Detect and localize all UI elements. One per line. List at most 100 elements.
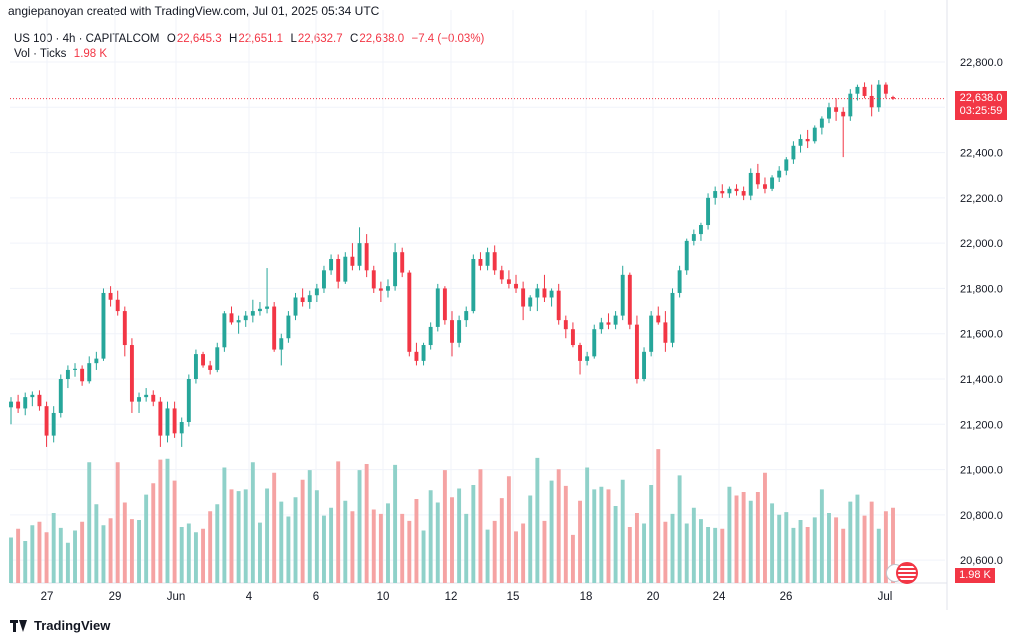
candle-body <box>243 315 248 321</box>
candle-body <box>65 369 70 379</box>
volume-bar <box>115 462 120 583</box>
time-tick-label: 12 <box>445 591 458 603</box>
volume-bar <box>841 528 846 583</box>
change-value: −7.4 (−0.03%) <box>411 33 485 45</box>
volume-bar <box>869 501 874 583</box>
volume-bar <box>108 518 113 583</box>
volume-bar <box>73 530 77 583</box>
volume-bar <box>670 513 675 583</box>
candle-body <box>421 345 426 361</box>
candle-body <box>506 279 511 284</box>
event-icons[interactable] <box>886 562 918 584</box>
volume-bar <box>215 504 220 583</box>
candle-body <box>279 338 284 350</box>
volume-bar <box>144 494 149 583</box>
volume-bar <box>137 520 141 583</box>
volume-bar <box>80 521 85 583</box>
candle-body <box>115 299 120 312</box>
candle-body <box>229 313 234 323</box>
candle-body <box>386 286 390 291</box>
candle-body <box>428 326 433 346</box>
volume-bar <box>94 504 99 583</box>
candle-body <box>371 270 376 289</box>
candle-body <box>329 258 334 271</box>
volume-bar <box>891 507 895 583</box>
volume-bar <box>720 528 725 583</box>
time-tick-label: 4 <box>246 591 253 603</box>
candle-body <box>549 290 554 298</box>
candle-body <box>855 86 860 94</box>
candle-body <box>471 258 476 312</box>
candle-body <box>713 191 718 198</box>
volume-bar <box>556 469 561 583</box>
candle-body <box>51 412 56 436</box>
candle-body <box>777 170 782 178</box>
candle-body <box>563 320 568 330</box>
volume-bar <box>521 523 526 583</box>
price-tick-label: 20,600.0 <box>960 555 1003 567</box>
volume-bar <box>549 480 554 583</box>
volume-bar <box>279 501 284 583</box>
volume-label[interactable]: Vol · Ticks <box>14 48 67 60</box>
price-badge: 22,638.0 03:25:59 <box>955 91 1007 120</box>
price-tick-label: 22,400.0 <box>960 148 1003 160</box>
candle-body <box>784 159 789 171</box>
candle-body <box>137 397 141 402</box>
time-tick-label: 10 <box>377 591 390 603</box>
volume-bar <box>883 511 888 583</box>
volume-bar <box>819 489 824 583</box>
candle-body <box>834 107 839 112</box>
volume-bar <box>364 464 369 583</box>
volume-bar <box>748 500 753 583</box>
symbol-label[interactable]: US 100 · 4h · CAPITALCOM <box>14 33 160 45</box>
low-value: 22,632.7 <box>297 33 343 45</box>
volume-bar <box>329 507 334 583</box>
volume-bar <box>9 537 13 583</box>
candle-body <box>585 356 590 361</box>
candle-body <box>87 363 92 382</box>
candle-body <box>265 306 270 309</box>
price-badge-value: 22,638.0 <box>959 92 1003 104</box>
candle-body <box>755 172 760 185</box>
volume-bar <box>741 492 746 583</box>
volume-bar <box>585 467 590 583</box>
volume-bar <box>798 520 803 583</box>
volume-bar <box>528 495 533 583</box>
volume-bar <box>222 467 227 583</box>
time-tick-label: 6 <box>313 591 319 603</box>
candle-body <box>869 95 874 108</box>
volume-bar <box>620 479 625 583</box>
candle-body <box>193 354 198 379</box>
volume-bar <box>208 511 213 583</box>
volume-bar <box>755 492 760 583</box>
candle-body <box>378 288 383 291</box>
price-chart[interactable]: 21,200.0 21,400.0 21,600.0 21,800.0 22,000.0… <box>0 0 1024 610</box>
open-value: 22,645.3 <box>176 33 222 45</box>
volume-bar <box>471 485 476 583</box>
volume-bar <box>684 523 689 583</box>
candle-body <box>570 329 575 346</box>
candle-body <box>101 292 106 359</box>
candle-body <box>599 322 604 330</box>
volume-bar <box>627 527 632 583</box>
volume-bar <box>499 498 504 583</box>
candle-body <box>129 345 134 402</box>
volume-bar <box>570 534 575 583</box>
volume-bar <box>322 515 326 583</box>
volume-bar <box>713 527 718 583</box>
candle-body <box>883 84 888 94</box>
us-flag-icon[interactable] <box>896 562 918 584</box>
time-tick-label: 27 <box>41 591 54 603</box>
close-label: C <box>350 33 359 45</box>
volume-bar <box>265 488 270 583</box>
candle-body <box>122 311 127 346</box>
volume-bar <box>393 464 398 583</box>
candle-body <box>592 329 597 357</box>
volume-bar <box>563 485 568 583</box>
candle-body <box>272 306 277 350</box>
volume-bar <box>179 527 184 583</box>
symbol-legend: US 100 · 4h · CAPITALCOM O22,645.3 H22,6… <box>14 33 485 45</box>
volume-bar <box>201 528 206 583</box>
candle-body <box>350 256 355 266</box>
candle-body <box>414 351 419 361</box>
